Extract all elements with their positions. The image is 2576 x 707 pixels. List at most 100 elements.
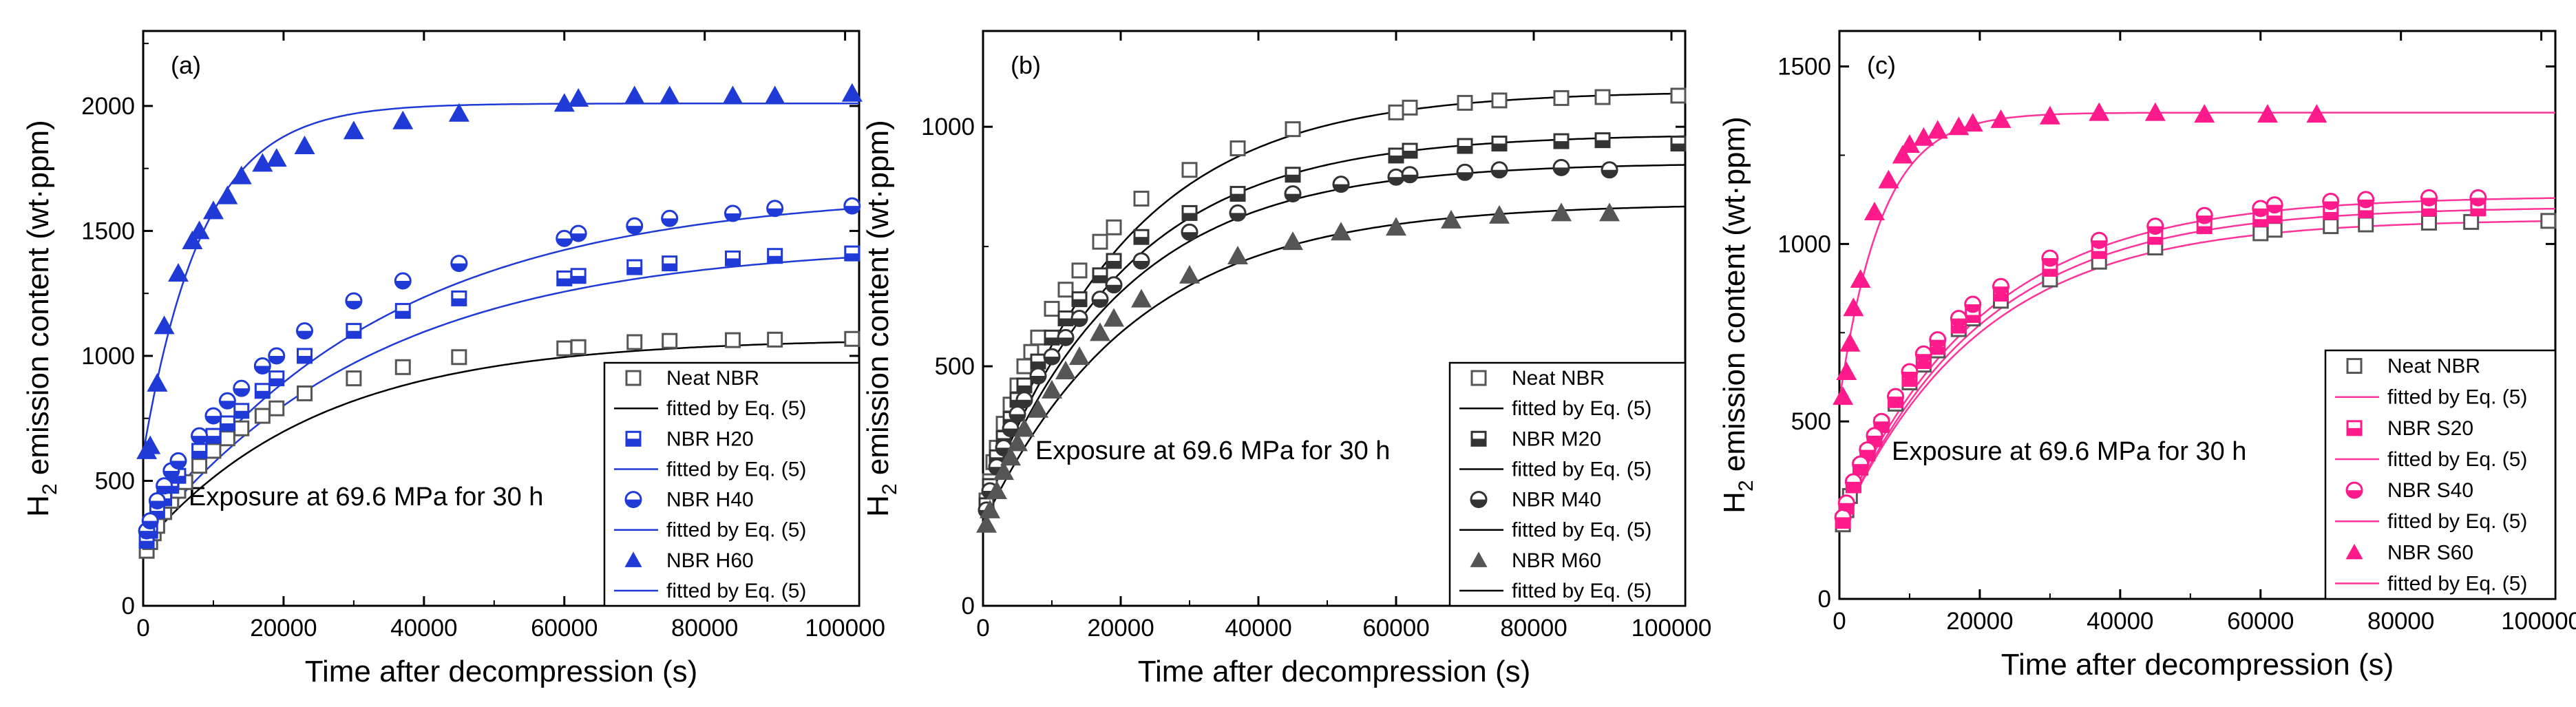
x-tick-label: 100000 [2501,608,2576,635]
x-tick-label: 40000 [1225,615,1291,642]
data-point-nbr-m60 [1551,202,1572,222]
data-point-neat-nbr [254,408,271,424]
data-point-nbr-h60 [167,263,189,282]
data-point-nbr-m60 [1007,432,1028,452]
legend-fit-label: fitted by Eq. (5) [2387,572,2527,595]
data-point-nbr-s40 [2252,200,2270,218]
data-point-neat-nbr [191,458,208,474]
data-point-neat-nbr [205,443,222,459]
x-tick-label: 0 [1833,608,1846,635]
legend-marker [2346,420,2363,436]
data-point-nbr-h20 [662,255,678,272]
y-tick-label: 0 [1818,586,1831,613]
data-point-nbr-m40 [1490,161,1508,179]
legend-label: NBR S40 [2387,479,2473,502]
data-point-nbr-m60 [1104,308,1124,327]
data-point-nbr-h40 [394,272,412,290]
data-point-nbr-h60 [568,88,589,107]
data-point-nbr-m60 [993,461,1014,481]
legend-marker [624,491,642,509]
data-point-neat-nbr [2252,225,2269,242]
x-tick-label: 100000 [805,615,885,642]
data-point-nbr-m60 [1489,204,1510,224]
data-point-nbr-h20 [191,443,208,459]
data-point-nbr-m20 [1181,204,1198,221]
data-point-nbr-m20 [1092,267,1108,284]
data-point-nbr-h60 [841,83,863,102]
data-point-nbr-s40 [1852,455,1870,473]
data-point-nbr-m40 [1229,204,1247,222]
x-tick-label: 20000 [1946,608,2013,635]
x-tick-label: 100000 [1632,615,1712,642]
legend-fit-label: fitted by Eq. (5) [666,580,806,602]
legend-marker [1470,491,1488,509]
data-point-nbr-s40 [1964,295,1982,313]
data-point-nbr-s40 [2266,196,2283,214]
y-tick-label: 1500 [81,218,135,244]
data-point-nbr-m60 [1386,217,1406,236]
data-point-nbr-h20 [844,245,861,262]
y-tick-label: 1000 [1777,231,1831,257]
y-tick-label: 1000 [81,343,135,370]
data-point-nbr-h60 [343,120,364,140]
data-point-nbr-h40 [218,392,236,410]
data-point-nbr-m40 [1091,291,1109,308]
x-axis-label: Time after decompression (s) [1138,655,1531,688]
data-point-nbr-h20 [451,290,467,306]
data-point-nbr-h40 [766,200,784,218]
data-point-nbr-m60 [1441,209,1461,229]
data-point-nbr-h20 [346,323,362,339]
legend-label: NBR H40 [666,489,754,511]
data-point-nbr-h40 [345,292,363,310]
data-point-nbr-h60 [140,435,161,454]
panel-c: 0 20000 40000 60000 80000 100000 0 500 1000 1500 T… [1718,30,2576,682]
data-point-nbr-m20 [1229,186,1246,202]
data-point-neat-nbr [1670,87,1687,104]
data-point-nbr-h20 [394,303,411,319]
data-point-nbr-h40 [233,379,251,397]
data-point-nbr-m40 [1070,310,1088,327]
x-axis-label: Time after decompression (s) [305,655,698,688]
data-point-nbr-s40 [2041,249,2059,267]
legend-marker [625,430,642,447]
data-point-nbr-m60 [976,514,997,533]
data-point-nbr-h60 [182,230,203,249]
axes-frame [142,30,861,607]
data-point-nbr-s60 [1833,386,1854,405]
data-point-nbr-h60 [189,220,210,240]
data-point-neat-nbr [1402,99,1418,116]
data-point-neat-nbr [1181,162,1198,178]
data-point-nbr-s40 [1859,441,1877,458]
data-point-nbr-m40 [1284,185,1302,203]
data-point-nbr-h60 [252,153,273,172]
data-point-nbr-h40 [724,204,741,222]
data-point-nbr-m40 [1552,158,1570,176]
series-nbr-h60 [136,83,863,459]
panel-label: (b) [1011,51,1041,79]
legend-marker [2346,358,2363,374]
data-point-nbr-s40 [2090,231,2108,249]
data-point-neat-nbr [626,334,643,350]
data-point-nbr-s40 [1929,331,1947,349]
x-tick-label: 80000 [2367,608,2434,635]
data-point-neat-nbr [1594,89,1611,105]
data-point-nbr-m20 [1553,133,1570,149]
data-point-nbr-h40 [169,452,187,469]
data-point-nbr-m40 [1181,223,1199,241]
data-point-nbr-s40 [1866,427,1883,445]
data-point-nbr-m20 [1388,147,1404,164]
data-point-nbr-m60 [986,481,1007,499]
x-tick-label: 60000 [1362,615,1429,642]
data-point-neat-nbr [1133,191,1150,207]
fit-line-nbr-h40 [142,207,860,537]
data-point-nbr-m40 [1401,166,1419,184]
data-point-neat-nbr [297,385,313,401]
data-point-neat-nbr [1092,233,1108,250]
data-point-nbr-h40 [148,492,166,510]
data-point-neat-nbr [394,359,411,375]
data-point-neat-nbr [1044,301,1060,317]
legend-marker [2345,481,2363,499]
data-point-nbr-s40 [2195,207,2213,224]
x-tick-label: 80000 [1500,615,1567,642]
panel-label: (c) [1867,51,1896,79]
